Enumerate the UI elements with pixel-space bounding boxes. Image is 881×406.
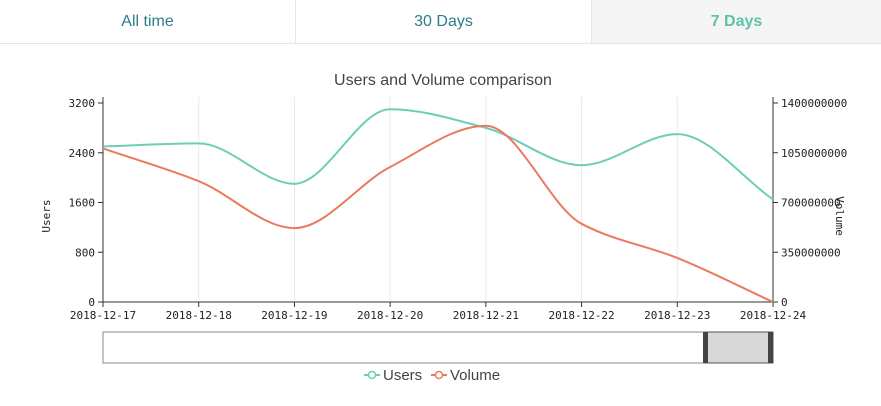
y-tick-label: 800 xyxy=(75,246,95,259)
series-line-users xyxy=(102,108,774,201)
y-axis-label: Users xyxy=(40,199,53,232)
legend-item-users[interactable]: Users xyxy=(364,367,422,384)
x-tick-label: 2018-12-22 xyxy=(548,309,614,322)
y-tick-label: 2400 xyxy=(69,147,96,160)
x-tick-label: 2018-12-17 xyxy=(70,309,136,322)
legend-volume-label: Volume xyxy=(450,367,500,384)
chart-title: Users and Volume comparison xyxy=(334,72,552,89)
navigator-selection[interactable] xyxy=(704,331,774,364)
legend-users-marker xyxy=(367,370,377,380)
tab-7-days[interactable]: 7 Days xyxy=(592,0,881,43)
users-volume-chart: Users and Volume comparison 0 800 1600 2400… xyxy=(40,72,847,384)
time-range-tabs: All time 30 Days 7 Days xyxy=(0,0,881,44)
y2-tick-label: 1050000000 xyxy=(781,147,847,160)
y2-tick-label: 700000000 xyxy=(781,197,841,210)
y-tick-label: 0 xyxy=(88,296,95,309)
tab-all-time[interactable]: All time xyxy=(0,0,296,43)
y2-tick-label: 0 xyxy=(781,296,788,309)
y2-axis-label: Volume xyxy=(833,196,846,236)
y2-tick-label: 1400000000 xyxy=(781,97,847,110)
navigator-left-handle[interactable] xyxy=(703,332,708,363)
x-tick-label: 2018-12-19 xyxy=(261,309,327,322)
y-tick-label: 3200 xyxy=(69,97,96,110)
legend: Users Volume xyxy=(364,367,500,384)
legend-users-label: Users xyxy=(383,367,422,384)
gridlines xyxy=(198,97,678,302)
y-tick-label: 1600 xyxy=(69,197,96,210)
tab-30-days[interactable]: 30 Days xyxy=(296,0,592,43)
y2-tick-label: 350000000 xyxy=(781,246,841,259)
x-tick-label: 2018-12-21 xyxy=(453,309,519,322)
series-lines xyxy=(102,108,774,303)
series-line-volume xyxy=(102,124,774,303)
x-tick-label: 2018-12-18 xyxy=(166,309,232,322)
range-navigator[interactable] xyxy=(102,331,774,364)
navigator-right-handle[interactable] xyxy=(768,332,773,363)
x-tick-label: 2018-12-24 xyxy=(740,309,807,322)
x-tick-label: 2018-12-23 xyxy=(644,309,710,322)
legend-item-volume[interactable]: Volume xyxy=(431,367,500,384)
navigator-track[interactable] xyxy=(102,331,774,364)
x-tick-label: 2018-12-20 xyxy=(357,309,423,322)
axes: 0 800 1600 2400 3200 0 350000000 700000000 10500… xyxy=(69,97,847,322)
legend-volume-marker xyxy=(434,370,444,380)
